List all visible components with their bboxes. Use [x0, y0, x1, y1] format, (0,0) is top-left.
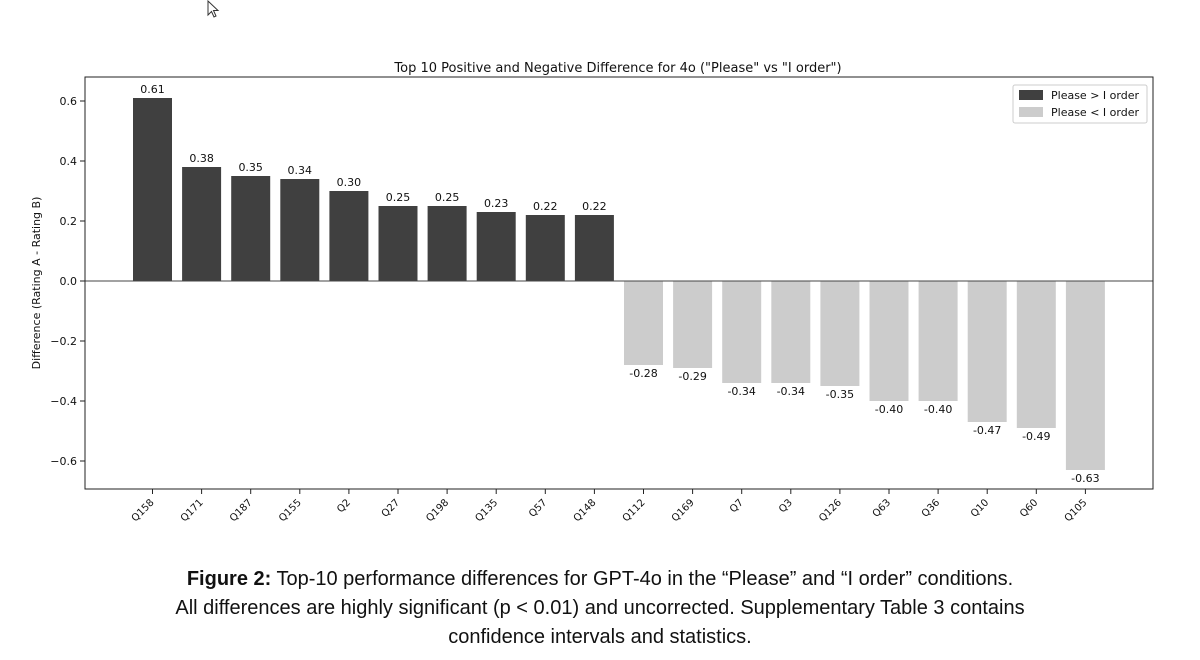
x-tick-label: Q7	[728, 497, 746, 515]
bar-q158	[133, 98, 172, 281]
legend-box	[1012, 84, 1148, 124]
value-label: -0.40	[875, 403, 903, 416]
value-label: -0.40	[924, 403, 952, 416]
legend-label-negative: Please < I order	[1051, 106, 1139, 119]
legend-label-positive: Please > I order	[1051, 89, 1139, 102]
bar-q63	[869, 281, 909, 401]
value-label: 0.30	[337, 176, 362, 189]
y-tick-label: −0.4	[50, 395, 77, 408]
value-label: 0.25	[386, 191, 411, 204]
x-tick-label: Q2	[335, 497, 353, 515]
x-tick-label: Q148	[572, 497, 599, 524]
value-label: -0.63	[1071, 472, 1099, 485]
figure-caption: Figure 2: Top-10 performance differences…	[0, 565, 1200, 652]
x-tick-label: Q57	[527, 497, 549, 519]
value-label: -0.28	[629, 367, 657, 380]
mouse-cursor-icon	[207, 0, 220, 18]
value-label: 0.38	[189, 152, 214, 165]
bar-q126	[820, 281, 860, 386]
bars-group	[133, 98, 1105, 470]
bar-q171	[182, 167, 222, 281]
x-tick-label: Q198	[424, 497, 451, 524]
plot-frame	[84, 76, 1154, 490]
y-axis-ticks: 0.6 0.4 0.2 0.0 −0.2 −0.4 −0.6	[50, 95, 85, 468]
bar-q112	[624, 281, 663, 365]
x-tick-label: Q135	[473, 497, 500, 524]
value-label: 0.25	[435, 191, 460, 204]
value-labels-group: 0.61 0.38 0.35 0.34 0.30 0.25 0.25 0.23 0.22 0.22…	[140, 83, 1099, 485]
x-tick-label: Q169	[670, 497, 697, 524]
y-tick-label: −0.6	[50, 455, 77, 468]
bar-q169	[673, 281, 713, 368]
y-tick-label: 0.2	[60, 215, 78, 228]
y-tick-label: −0.2	[50, 335, 77, 348]
y-tick-label: 0.6	[60, 95, 78, 108]
x-tick-label: Q27	[380, 497, 402, 519]
caption-line-1-text: Top-10 performance differences for GPT-4…	[271, 568, 1014, 590]
bar-q148	[574, 215, 614, 281]
legend: Please > I order Please < I order	[1012, 84, 1148, 124]
x-tick-label: Q60	[1018, 497, 1040, 519]
value-label: 0.22	[533, 200, 558, 213]
bar-q2	[329, 191, 369, 281]
value-label: -0.34	[727, 385, 755, 398]
caption-line-1: Figure 2: Top-10 performance differences…	[0, 565, 1200, 594]
bar-q135	[476, 212, 516, 281]
value-label: -0.47	[973, 424, 1001, 437]
y-tick-label: 0.0	[60, 275, 78, 288]
x-tick-label: Q105	[1063, 497, 1090, 524]
bar-q57	[525, 215, 565, 281]
bar-q155	[280, 179, 320, 281]
bar-q60	[1016, 281, 1056, 428]
caption-line-3: confidence intervals and statistics.	[448, 626, 752, 648]
value-label: -0.29	[678, 370, 706, 383]
value-label: 0.34	[288, 164, 313, 177]
bar-q36	[918, 281, 958, 401]
x-tick-label: Q36	[920, 497, 942, 519]
x-tick-label: Q112	[621, 497, 648, 524]
x-tick-label: Q187	[228, 497, 255, 524]
y-axis-label: Difference (Rating A - Rating B)	[30, 197, 43, 370]
bar-q10	[967, 281, 1007, 422]
bar-q3	[771, 281, 811, 383]
x-tick-label: Q126	[817, 497, 844, 524]
value-label: 0.35	[238, 161, 263, 174]
value-label: 0.22	[582, 200, 607, 213]
value-label: -0.49	[1022, 430, 1050, 443]
bar-q7	[722, 281, 762, 383]
bar-chart: Top 10 Positive and Negative Difference …	[30, 61, 1154, 524]
bar-q27	[378, 206, 418, 281]
caption-figure-label: Figure 2:	[186, 568, 272, 590]
x-axis-ticks: Q158 Q171 Q187 Q155 Q2 Q27 Q198 Q135 Q57 Q148 Q112…	[130, 489, 1090, 524]
value-label: -0.35	[826, 388, 854, 401]
legend-swatch-positive	[1019, 90, 1043, 100]
x-tick-label: Q171	[179, 497, 206, 524]
bar-q198	[427, 206, 467, 281]
chart-title: Top 10 Positive and Negative Difference …	[393, 61, 841, 76]
y-tick-label: 0.4	[60, 155, 78, 168]
caption-line-2: All differences are highly significant (…	[175, 597, 1025, 619]
x-tick-label: Q63	[871, 497, 893, 519]
x-tick-label: Q3	[777, 497, 795, 515]
x-tick-label: Q158	[130, 497, 157, 524]
value-label: 0.23	[484, 197, 509, 210]
value-label: 0.61	[140, 83, 165, 96]
value-label: -0.34	[777, 385, 805, 398]
legend-swatch-negative	[1019, 107, 1043, 117]
x-tick-label: Q155	[277, 497, 304, 524]
x-tick-label: Q10	[969, 497, 991, 519]
bar-q105	[1065, 281, 1105, 470]
bar-q187	[231, 176, 271, 281]
